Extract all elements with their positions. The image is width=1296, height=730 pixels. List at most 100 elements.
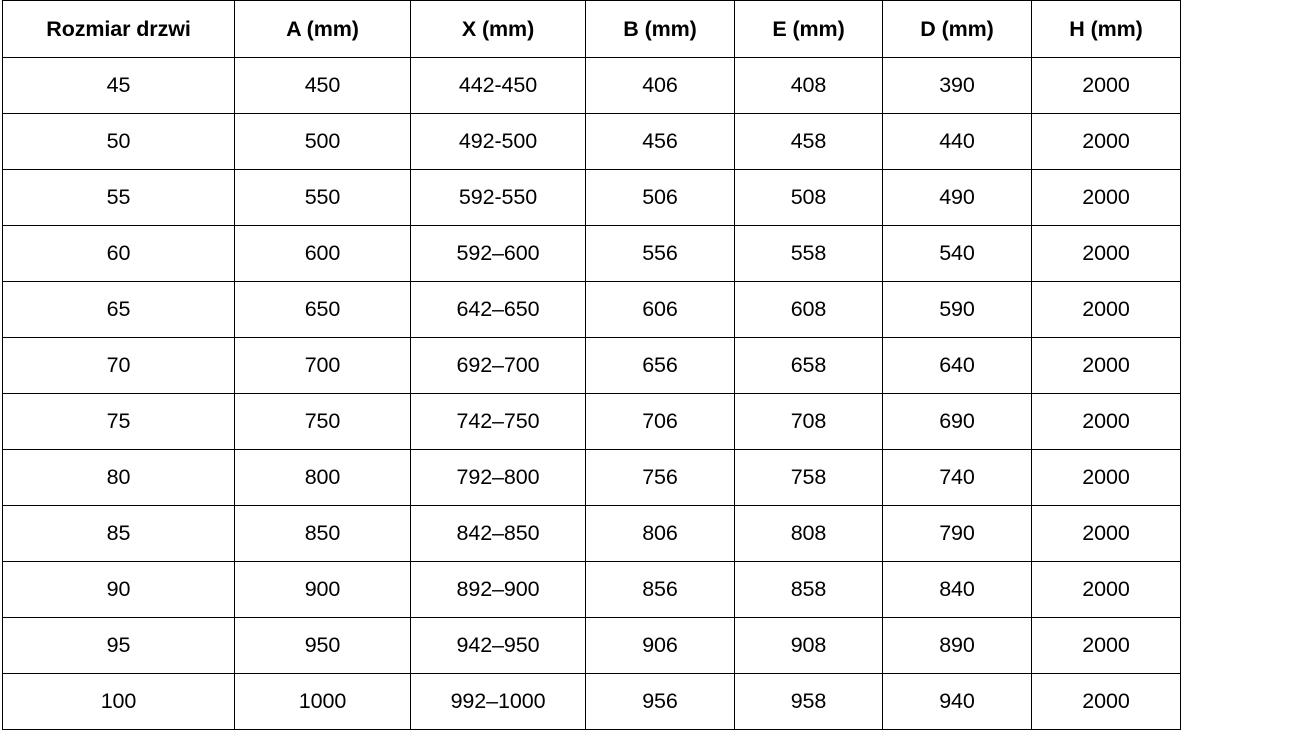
table-row: 60 600 592–600 556 558 540 2000	[2, 225, 1292, 282]
cell-r0-c6: 2000	[1031, 57, 1181, 114]
cell-r4-c6: 2000	[1031, 281, 1181, 338]
cell-r10-c0: 95	[2, 617, 235, 674]
cell-spacer	[1181, 450, 1292, 506]
cell-r6-c3: 706	[585, 393, 735, 450]
cell-r6-c1: 750	[234, 393, 411, 450]
table-body: 45 450 442-450 406 408 390 2000 50 500 492-500 456…	[2, 57, 1292, 730]
table-row: 85 850 842–850 806 808 790 2000	[2, 505, 1292, 562]
cell-r8-c2: 842–850	[410, 505, 586, 562]
cell-spacer	[1181, 170, 1292, 226]
cell-spacer	[1181, 226, 1292, 282]
cell-r4-c0: 65	[2, 281, 235, 338]
table-header-row: Rozmiar drzwi A (mm) X (mm) B (mm) E (mm) D (…	[2, 0, 1292, 58]
cell-r2-c6: 2000	[1031, 169, 1181, 226]
cell-r6-c0: 75	[2, 393, 235, 450]
cell-r3-c5: 540	[882, 225, 1032, 282]
cell-spacer	[1181, 282, 1292, 338]
table-row: 80 800 792–800 756 758 740 2000	[2, 449, 1292, 506]
cell-r9-c2: 892–900	[410, 561, 586, 618]
cell-r10-c3: 906	[585, 617, 735, 674]
cell-r11-c5: 940	[882, 673, 1032, 730]
cell-r5-c3: 656	[585, 337, 735, 394]
table-row: 55 550 592-550 506 508 490 2000	[2, 169, 1292, 226]
cell-r5-c4: 658	[734, 337, 883, 394]
cell-r7-c3: 756	[585, 449, 735, 506]
cell-r11-c2: 992–1000	[410, 673, 586, 730]
cell-spacer	[1181, 114, 1292, 170]
cell-spacer	[1181, 338, 1292, 394]
cell-r1-c4: 458	[734, 113, 883, 170]
cell-spacer	[1181, 506, 1292, 562]
cell-r8-c5: 790	[882, 505, 1032, 562]
cell-r8-c1: 850	[234, 505, 411, 562]
cell-r4-c1: 650	[234, 281, 411, 338]
cell-r2-c2: 592-550	[410, 169, 586, 226]
cell-r8-c6: 2000	[1031, 505, 1181, 562]
cell-r3-c6: 2000	[1031, 225, 1181, 282]
cell-r6-c6: 2000	[1031, 393, 1181, 450]
cell-r3-c2: 592–600	[410, 225, 586, 282]
cell-r7-c6: 2000	[1031, 449, 1181, 506]
cell-r10-c4: 908	[734, 617, 883, 674]
cell-r11-c3: 956	[585, 673, 735, 730]
cell-r8-c4: 808	[734, 505, 883, 562]
cell-r0-c1: 450	[234, 57, 411, 114]
cell-r6-c5: 690	[882, 393, 1032, 450]
cell-r5-c2: 692–700	[410, 337, 586, 394]
cell-r7-c1: 800	[234, 449, 411, 506]
cell-r11-c0: 100	[2, 673, 235, 730]
cell-r2-c5: 490	[882, 169, 1032, 226]
cell-r4-c3: 606	[585, 281, 735, 338]
cell-r5-c0: 70	[2, 337, 235, 394]
cell-r7-c0: 80	[2, 449, 235, 506]
cell-r7-c2: 792–800	[410, 449, 586, 506]
cell-r9-c3: 856	[585, 561, 735, 618]
table-row: 90 900 892–900 856 858 840 2000	[2, 561, 1292, 618]
cell-r5-c5: 640	[882, 337, 1032, 394]
cell-r0-c0: 45	[2, 57, 235, 114]
cell-r9-c1: 900	[234, 561, 411, 618]
column-header-4: E (mm)	[734, 0, 883, 58]
cell-r9-c4: 858	[734, 561, 883, 618]
table-row: 50 500 492-500 456 458 440 2000	[2, 113, 1292, 170]
cell-r1-c6: 2000	[1031, 113, 1181, 170]
cell-r3-c0: 60	[2, 225, 235, 282]
cell-r4-c2: 642–650	[410, 281, 586, 338]
cell-r2-c1: 550	[234, 169, 411, 226]
cell-r11-c6: 2000	[1031, 673, 1181, 730]
cell-spacer	[1181, 562, 1292, 618]
column-header-0: Rozmiar drzwi	[2, 0, 235, 58]
cell-spacer	[1181, 58, 1292, 114]
cell-r9-c0: 90	[2, 561, 235, 618]
cell-r4-c4: 608	[734, 281, 883, 338]
cell-r11-c4: 958	[734, 673, 883, 730]
cell-r9-c6: 2000	[1031, 561, 1181, 618]
column-header-1: A (mm)	[234, 0, 411, 58]
cell-r1-c0: 50	[2, 113, 235, 170]
cell-r4-c5: 590	[882, 281, 1032, 338]
column-header-3: B (mm)	[585, 0, 735, 58]
cell-r1-c1: 500	[234, 113, 411, 170]
table-row: 75 750 742–750 706 708 690 2000	[2, 393, 1292, 450]
cell-r10-c2: 942–950	[410, 617, 586, 674]
column-header-6: H (mm)	[1031, 0, 1181, 58]
cell-r8-c0: 85	[2, 505, 235, 562]
cell-spacer	[1181, 674, 1292, 730]
column-header-5: D (mm)	[882, 0, 1032, 58]
cell-r1-c3: 456	[585, 113, 735, 170]
column-header-2: X (mm)	[410, 0, 586, 58]
table-row: 45 450 442-450 406 408 390 2000	[2, 57, 1292, 114]
cell-r2-c0: 55	[2, 169, 235, 226]
cell-r7-c5: 740	[882, 449, 1032, 506]
cell-r10-c1: 950	[234, 617, 411, 674]
cell-r3-c4: 558	[734, 225, 883, 282]
cell-r0-c4: 408	[734, 57, 883, 114]
cell-r2-c3: 506	[585, 169, 735, 226]
table-row: 100 1000 992–1000 956 958 940 2000	[2, 673, 1292, 730]
cell-spacer	[1181, 394, 1292, 450]
cell-r10-c5: 890	[882, 617, 1032, 674]
cell-r8-c3: 806	[585, 505, 735, 562]
table-row: 95 950 942–950 906 908 890 2000	[2, 617, 1292, 674]
